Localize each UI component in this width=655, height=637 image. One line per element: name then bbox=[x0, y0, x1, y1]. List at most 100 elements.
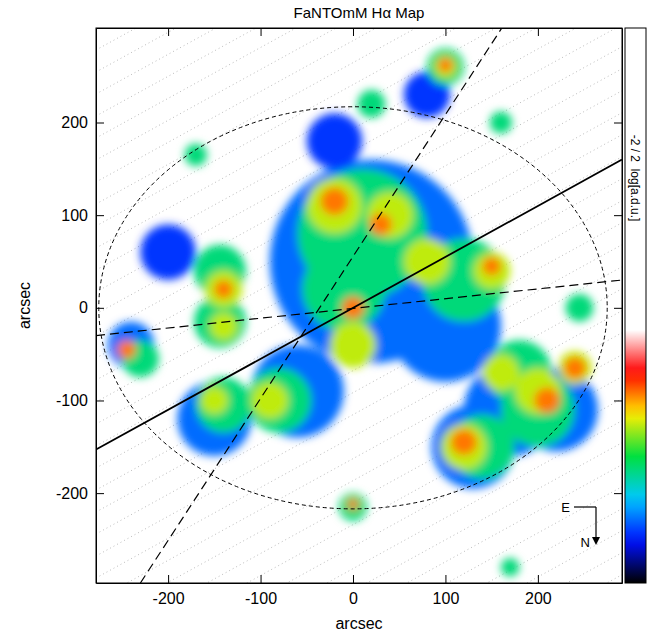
emission-region bbox=[404, 238, 450, 284]
compass-label: N bbox=[581, 535, 590, 550]
emission-region bbox=[330, 322, 376, 368]
tick bbox=[168, 28, 169, 36]
tick-label: 200 bbox=[61, 114, 88, 131]
tick-label: -200 bbox=[153, 590, 185, 607]
emission-region bbox=[367, 192, 413, 238]
tick-label: 200 bbox=[525, 590, 552, 607]
tick bbox=[538, 28, 539, 36]
tick: -200 bbox=[56, 485, 104, 502]
hatch-line bbox=[96, 443, 622, 583]
emission-region bbox=[321, 187, 349, 215]
axis-line bbox=[97, 28, 623, 29]
emission-region bbox=[441, 424, 487, 470]
emission-region bbox=[200, 387, 228, 415]
tick-mark bbox=[168, 575, 169, 583]
x-axis-title: arcsec bbox=[335, 615, 382, 632]
compass-arm bbox=[595, 507, 596, 541]
y-axis-title: arcsec bbox=[16, 282, 33, 329]
plot-area bbox=[96, 28, 622, 583]
hatch-line bbox=[96, 245, 622, 534]
tick bbox=[614, 123, 622, 124]
hatch-line bbox=[96, 267, 622, 556]
hatch-line bbox=[96, 28, 622, 72]
x-axis-top bbox=[97, 28, 623, 36]
colorbar-label: -2 / 2 log[a.d.u.] bbox=[628, 135, 642, 222]
axis-line-overlay bbox=[96, 280, 622, 336]
axis-line-overlay bbox=[96, 160, 622, 450]
emission-region bbox=[438, 58, 453, 73]
compass-arrowhead bbox=[592, 537, 600, 545]
plot-background bbox=[96, 28, 622, 583]
hatch-line bbox=[96, 509, 622, 583]
emission-region bbox=[251, 382, 288, 419]
tick-mark bbox=[353, 575, 354, 583]
colorbar-frame bbox=[625, 28, 646, 583]
tick-mark bbox=[614, 215, 622, 216]
tick: -100 bbox=[245, 575, 277, 607]
tick-label: -200 bbox=[56, 485, 88, 502]
hatch-line bbox=[96, 157, 622, 446]
axis-line-overlay bbox=[140, 28, 501, 583]
tick-label: -100 bbox=[245, 590, 277, 607]
tick-mark bbox=[261, 575, 262, 583]
emission-region bbox=[214, 280, 232, 298]
tick: 200 bbox=[61, 114, 104, 131]
tick: -200 bbox=[153, 575, 185, 607]
tick-label: -100 bbox=[56, 392, 88, 409]
hatch-line bbox=[96, 465, 622, 583]
emission-region bbox=[339, 493, 367, 521]
emission-region bbox=[302, 248, 385, 331]
tick: -100 bbox=[56, 392, 104, 409]
tick: 0 bbox=[79, 299, 104, 316]
hatch-line bbox=[96, 377, 622, 583]
tick-mark bbox=[261, 28, 262, 36]
tick-label: 100 bbox=[433, 590, 460, 607]
chart: FaNTOmM Hα MapEN-200-1000100200-200-1000… bbox=[0, 0, 655, 637]
emission-region bbox=[427, 48, 464, 85]
emission-region bbox=[370, 213, 392, 235]
tick-mark bbox=[445, 28, 446, 36]
tick-mark bbox=[614, 308, 622, 309]
emission-region bbox=[534, 388, 560, 414]
emission-region bbox=[515, 368, 561, 414]
hatch-line bbox=[96, 553, 622, 583]
compass-label: E bbox=[561, 500, 570, 515]
tick bbox=[614, 215, 622, 216]
tick-label: 0 bbox=[79, 299, 88, 316]
tick-mark bbox=[96, 308, 104, 309]
tick bbox=[261, 28, 262, 36]
hatch-line bbox=[96, 575, 622, 583]
tick-mark bbox=[96, 400, 104, 401]
hatch-line bbox=[96, 47, 622, 336]
tick: 0 bbox=[349, 575, 358, 607]
tick bbox=[353, 28, 354, 36]
emission-region bbox=[566, 294, 594, 322]
hatch-line bbox=[96, 28, 622, 182]
emission-region bbox=[247, 368, 312, 433]
hatching bbox=[96, 28, 622, 583]
tick-mark bbox=[96, 493, 104, 494]
tick bbox=[614, 400, 622, 401]
emission-regions bbox=[108, 48, 598, 576]
tick bbox=[614, 493, 622, 494]
tick: 100 bbox=[61, 207, 104, 224]
emission-region bbox=[482, 257, 500, 275]
hatch-line bbox=[96, 223, 622, 512]
tick bbox=[614, 308, 622, 309]
tick-mark bbox=[96, 215, 104, 216]
axis-line bbox=[96, 29, 97, 584]
tick-mark bbox=[168, 28, 169, 36]
emission-region bbox=[140, 224, 195, 279]
emission-region bbox=[451, 429, 477, 455]
tick-mark bbox=[614, 493, 622, 494]
compass: EN bbox=[561, 500, 600, 550]
emission-region bbox=[558, 351, 591, 384]
hatch-line bbox=[96, 91, 622, 380]
compass-arm bbox=[574, 506, 596, 507]
hatch-line bbox=[96, 135, 622, 424]
hatch-line bbox=[96, 28, 622, 50]
tick-mark bbox=[538, 28, 539, 36]
emission-region bbox=[205, 271, 242, 308]
y-axis-right bbox=[614, 29, 623, 584]
tick-label: 0 bbox=[349, 590, 358, 607]
